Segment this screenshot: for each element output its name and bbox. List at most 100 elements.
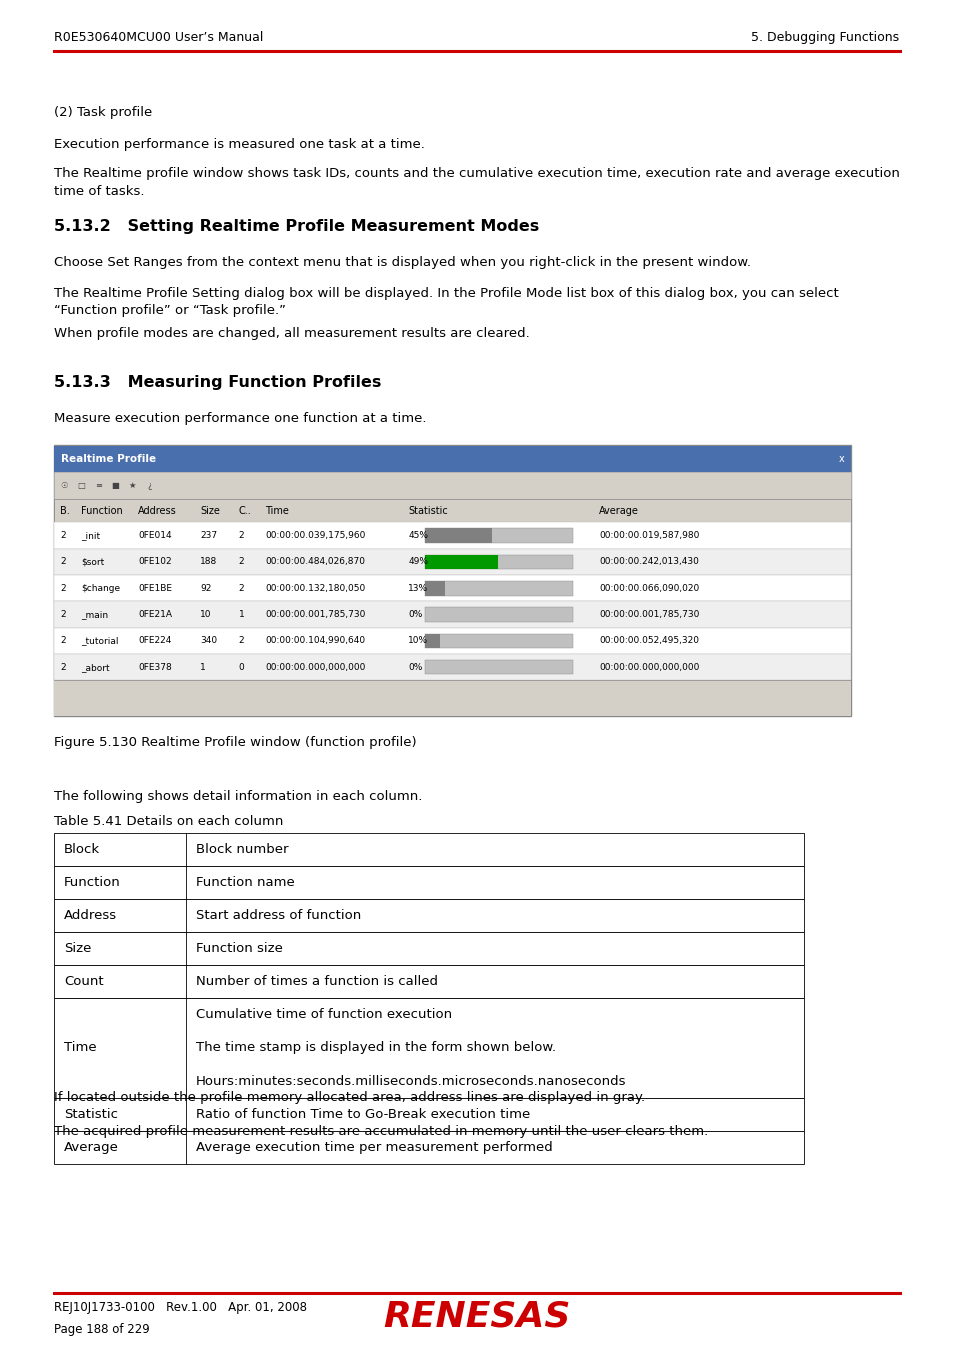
Bar: [54, 680, 850, 716]
Text: Table 5.41 Details on each column: Table 5.41 Details on each column: [54, 815, 283, 829]
Text: 49%: 49%: [408, 558, 428, 567]
Text: 0%: 0%: [408, 610, 422, 620]
Text: 2: 2: [60, 610, 66, 620]
Text: 0FE1BE: 0FE1BE: [138, 583, 172, 593]
Bar: [54, 867, 803, 899]
Text: 188: 188: [200, 558, 217, 567]
Text: 00:00:00.066,090,020: 00:00:00.066,090,020: [598, 583, 699, 593]
Text: Function name: Function name: [195, 876, 294, 890]
Text: If located outside the profile memory allocated area, address lines are displaye: If located outside the profile memory al…: [54, 1091, 645, 1104]
Text: Execution performance is measured one task at a time.: Execution performance is measured one ta…: [54, 139, 425, 151]
Bar: [54, 446, 850, 716]
Text: 0FE102: 0FE102: [138, 558, 172, 567]
Bar: [425, 608, 573, 622]
Text: Page 188 of 229: Page 188 of 229: [54, 1323, 150, 1336]
Bar: [54, 965, 803, 999]
Text: 10: 10: [200, 610, 212, 620]
Text: 2: 2: [238, 558, 244, 567]
Text: 00:00:00.000,000,000: 00:00:00.000,000,000: [598, 663, 699, 672]
Text: Number of times a function is called: Number of times a function is called: [195, 975, 437, 988]
Text: 340: 340: [200, 636, 217, 645]
Text: 00:00:00.001,785,730: 00:00:00.001,785,730: [598, 610, 699, 620]
Text: 2: 2: [60, 531, 66, 540]
Bar: [54, 446, 850, 472]
Text: Size: Size: [64, 942, 91, 956]
Bar: [54, 522, 850, 548]
Text: Time: Time: [64, 1041, 96, 1054]
Text: Average: Average: [598, 506, 639, 516]
Text: Block: Block: [64, 842, 100, 856]
Text: 00:00:00.242,013,430: 00:00:00.242,013,430: [598, 558, 699, 567]
Text: 2: 2: [238, 531, 244, 540]
Text: ★: ★: [129, 481, 136, 490]
Text: B.: B.: [60, 506, 70, 516]
Text: ¿: ¿: [148, 481, 152, 490]
Text: Time: Time: [265, 506, 289, 516]
Bar: [54, 472, 850, 498]
Text: 0FE224: 0FE224: [138, 636, 172, 645]
Text: 0FE014: 0FE014: [138, 531, 172, 540]
Text: 1: 1: [200, 663, 206, 672]
Text: 00:00:00.132,180,050: 00:00:00.132,180,050: [265, 583, 365, 593]
Bar: [425, 528, 492, 543]
Text: Average execution time per measurement performed: Average execution time per measurement p…: [195, 1141, 552, 1154]
Text: Realtime Profile: Realtime Profile: [61, 454, 156, 463]
Text: When profile modes are changed, all measurement results are cleared.: When profile modes are changed, all meas…: [54, 327, 530, 340]
Text: The Realtime profile window shows task IDs, counts and the cumulative execution : The Realtime profile window shows task I…: [54, 167, 900, 198]
Text: Hours:minutes:seconds.milliseconds.microseconds.nanoseconds: Hours:minutes:seconds.milliseconds.micro…: [195, 1075, 625, 1088]
Text: 00:00:00.000,000,000: 00:00:00.000,000,000: [265, 663, 365, 672]
Bar: [425, 555, 497, 570]
Text: Function: Function: [64, 876, 120, 890]
Bar: [425, 633, 573, 648]
Bar: [54, 899, 803, 933]
Text: Statistic: Statistic: [408, 506, 448, 516]
Text: RENESAS: RENESAS: [383, 1299, 570, 1334]
Text: 2: 2: [238, 583, 244, 593]
Text: 1: 1: [238, 610, 244, 620]
Text: REJ10J1733-0100   Rev.1.00   Apr. 01, 2008: REJ10J1733-0100 Rev.1.00 Apr. 01, 2008: [54, 1301, 307, 1315]
Bar: [54, 653, 850, 680]
Bar: [54, 628, 850, 653]
Text: 2: 2: [60, 583, 66, 593]
Text: Address: Address: [138, 506, 177, 516]
Text: Start address of function: Start address of function: [195, 909, 360, 922]
Text: 0%: 0%: [408, 663, 422, 672]
Bar: [425, 660, 573, 675]
Text: C..: C..: [238, 506, 251, 516]
Text: _tutorial: _tutorial: [81, 636, 118, 645]
Text: _abort: _abort: [81, 663, 110, 672]
Bar: [54, 548, 850, 575]
Text: 10%: 10%: [408, 636, 428, 645]
Text: 2: 2: [60, 558, 66, 567]
Text: 237: 237: [200, 531, 217, 540]
Text: Cumulative time of function execution: Cumulative time of function execution: [195, 1008, 451, 1022]
Bar: [54, 1098, 803, 1131]
Text: The time stamp is displayed in the form shown below.: The time stamp is displayed in the form …: [195, 1041, 555, 1054]
Text: ☉: ☉: [60, 481, 68, 490]
Bar: [425, 528, 573, 543]
Text: 2: 2: [60, 663, 66, 672]
Text: 0: 0: [238, 663, 244, 672]
Text: Address: Address: [64, 909, 117, 922]
Bar: [54, 601, 850, 628]
Text: The acquired profile measurement results are accumulated in memory until the use: The acquired profile measurement results…: [54, 1125, 708, 1138]
Text: Size: Size: [200, 506, 220, 516]
Text: 92: 92: [200, 583, 212, 593]
Bar: [54, 1131, 803, 1164]
Text: 2: 2: [238, 636, 244, 645]
Text: 5.13.3   Measuring Function Profiles: 5.13.3 Measuring Function Profiles: [54, 375, 381, 390]
Text: 13%: 13%: [408, 583, 428, 593]
Text: 00:00:00.484,026,870: 00:00:00.484,026,870: [265, 558, 365, 567]
Text: Figure 5.130 Realtime Profile window (function profile): Figure 5.130 Realtime Profile window (fu…: [54, 736, 416, 749]
Text: 00:00:00.104,990,640: 00:00:00.104,990,640: [265, 636, 365, 645]
Text: The Realtime Profile Setting dialog box will be displayed. In the Profile Mode l: The Realtime Profile Setting dialog box …: [54, 288, 839, 317]
Bar: [425, 580, 444, 595]
Text: Function: Function: [81, 506, 123, 516]
Text: 5. Debugging Functions: 5. Debugging Functions: [751, 31, 899, 45]
Bar: [54, 833, 803, 867]
Text: □: □: [77, 481, 85, 490]
Bar: [425, 555, 573, 570]
Text: Statistic: Statistic: [64, 1107, 118, 1120]
Text: 0FE378: 0FE378: [138, 663, 172, 672]
Text: 45%: 45%: [408, 531, 428, 540]
